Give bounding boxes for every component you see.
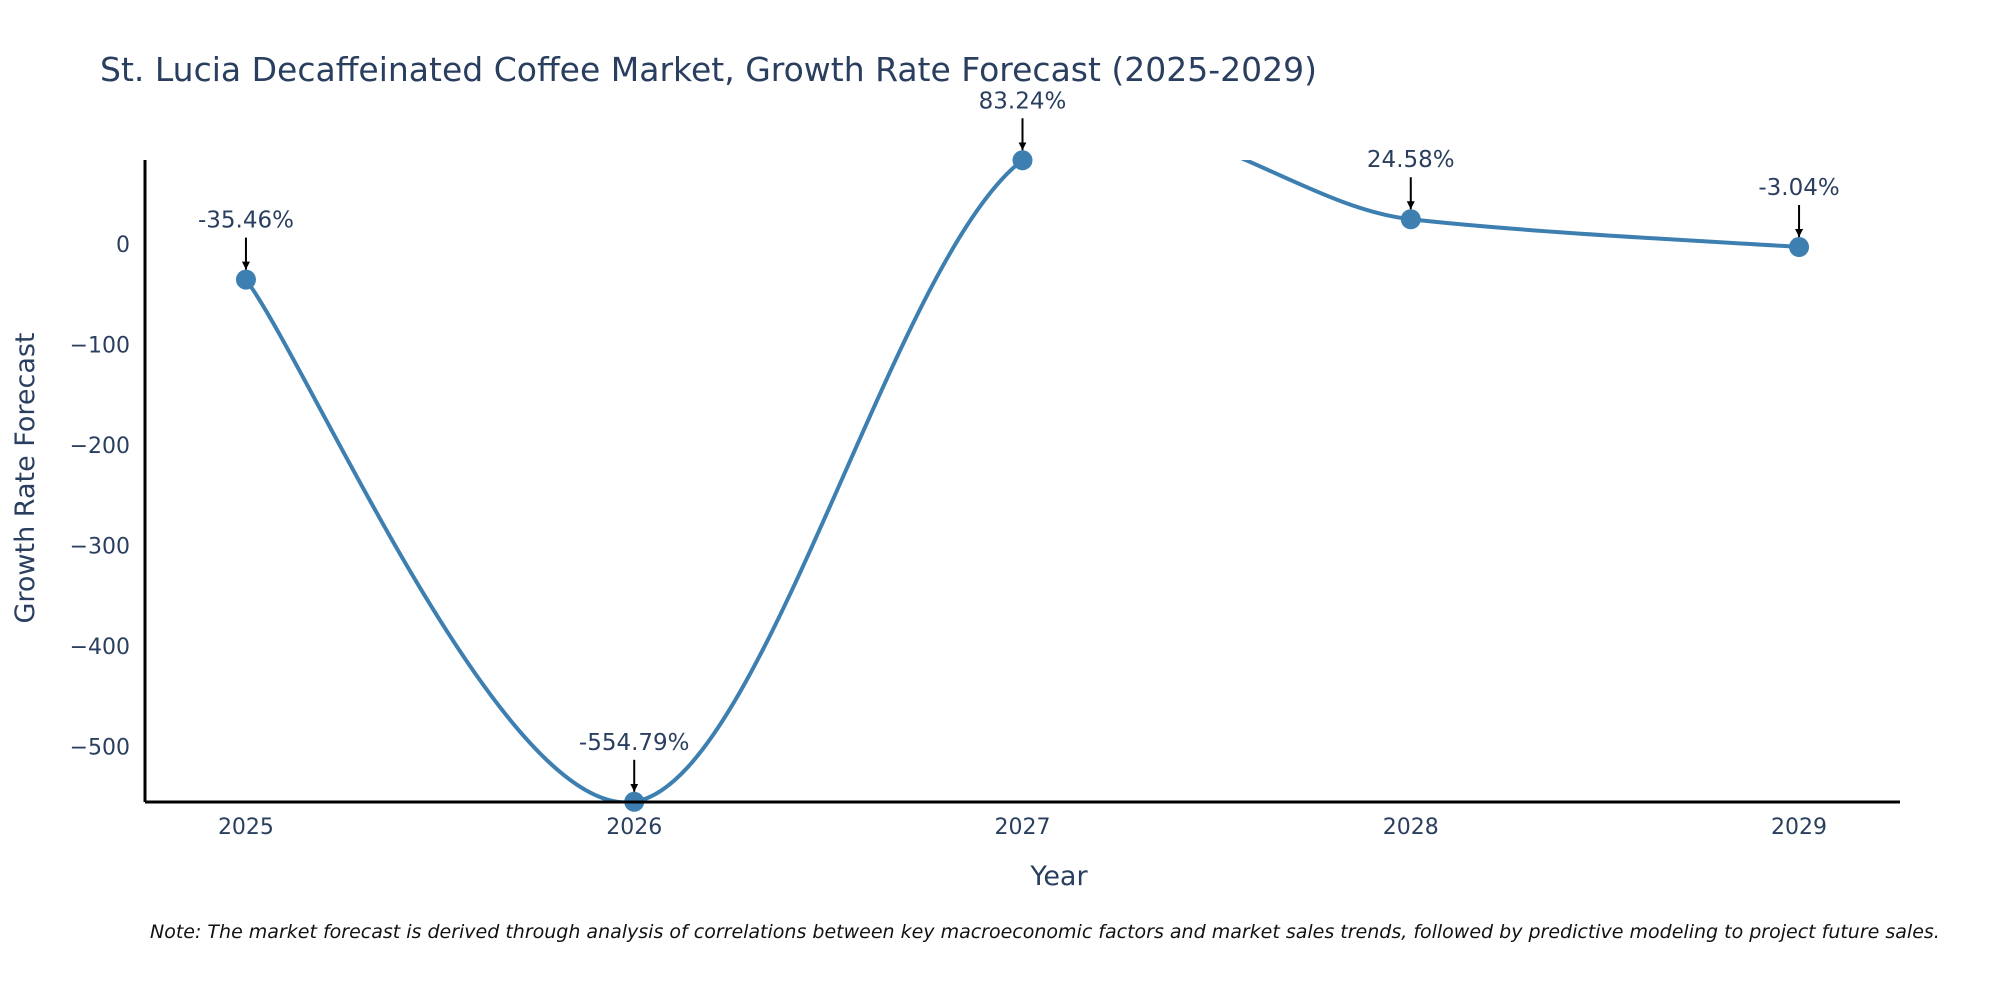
data-label: -554.79% [579,730,690,756]
y-axis-title: Growth Rate Forecast [10,332,41,623]
growth-rate-line [244,160,1800,802]
data-point-2025[interactable] [235,269,256,290]
x-tick-label: 2026 [606,815,662,840]
data-label: -3.04% [1758,175,1839,201]
y-tick-label: −500 [70,736,130,761]
y-tick-label: −300 [70,535,130,560]
data-label: -35.46% [198,208,294,234]
data-label: 83.24% [979,88,1067,114]
data-point-2027[interactable] [1012,150,1033,171]
data-point-2028[interactable] [1400,209,1421,230]
footnote: Note: The market forecast is derived thr… [150,921,1940,943]
y-tick-label: −100 [70,334,130,359]
chart-title: St. Lucia Decaffeinated Coffee Market, G… [100,50,1317,89]
x-tick-label: 2029 [1771,815,1827,840]
x-tick-label: 2027 [995,815,1051,840]
x-axis-title: Year [1029,861,1088,892]
y-tick-label: −200 [70,434,130,459]
x-tick-label: 2028 [1383,815,1439,840]
data-point-2029[interactable] [1789,237,1810,258]
data-label: 24.58% [1367,147,1455,173]
y-tick-label: −400 [70,635,130,660]
x-tick-label: 2025 [218,815,274,840]
y-tick-label: 0 [116,233,130,258]
